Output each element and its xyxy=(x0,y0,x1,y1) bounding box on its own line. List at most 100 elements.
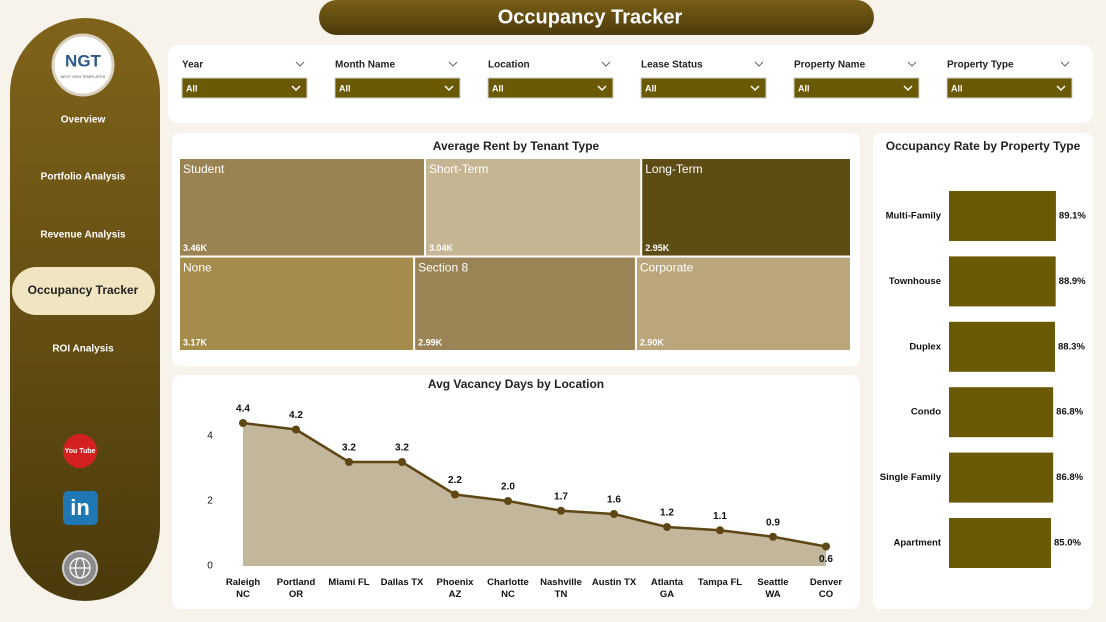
nav-active[interactable] xyxy=(12,267,155,315)
cell-value: 2.90K xyxy=(640,337,665,347)
y-tick-label: Duplex xyxy=(909,341,941,352)
cell-label: Section 8 xyxy=(418,261,468,275)
data-label: 4.2 xyxy=(289,410,303,421)
cell-label: Short-Term xyxy=(429,162,488,176)
bar xyxy=(949,191,1056,241)
linkedin-icon[interactable] xyxy=(63,491,98,525)
cell-value: 2.95K xyxy=(645,243,670,253)
line xyxy=(242,421,827,548)
dropdown[interactable] xyxy=(487,77,614,99)
y-tick-label: Multi-Family xyxy=(886,211,942,222)
x-tick-label: Miami FL xyxy=(328,577,370,588)
point xyxy=(239,419,247,427)
data-label: 0.6 xyxy=(819,554,833,565)
point xyxy=(345,458,353,466)
data-label: 1.1 xyxy=(713,511,727,522)
cell-value: 3.17K xyxy=(183,337,208,347)
treemap-cell xyxy=(415,257,635,350)
x-tick-label: Seattle WA xyxy=(757,577,789,600)
nav-item[interactable]: ROI Analysis xyxy=(52,344,114,355)
chevron xyxy=(597,85,607,92)
cell-label: Long-Term xyxy=(645,162,702,176)
bar xyxy=(949,256,1056,307)
point xyxy=(769,532,777,541)
data-label: 86.8% xyxy=(1056,407,1083,418)
filters: Year All Month Name All Location All Lease Sta… xyxy=(181,60,1073,99)
point xyxy=(451,490,459,499)
y-tick-label: 0 xyxy=(207,561,213,572)
treemap-cell xyxy=(180,159,425,256)
nav-item[interactable]: Overview xyxy=(61,115,106,126)
filter-panel xyxy=(168,45,1093,123)
filter-value: All xyxy=(492,83,504,93)
data-label: 0.9 xyxy=(766,517,780,528)
treemap-cell xyxy=(636,257,850,350)
dropdown[interactable] xyxy=(946,77,1073,99)
data-label: 1.6 xyxy=(607,495,621,506)
youtube-icon[interactable] xyxy=(63,434,97,468)
dropdown[interactable] xyxy=(181,77,308,99)
filter-value: All xyxy=(798,83,810,93)
chevron xyxy=(448,61,458,67)
logo-text: NGT xyxy=(65,51,102,70)
logo-caption: NEXT GEN TEMPLATES xyxy=(61,74,106,79)
nav-item[interactable]: Portfolio Analysis xyxy=(41,172,126,183)
y-tick-label: 4 xyxy=(207,431,213,442)
data-label: 1.2 xyxy=(660,508,674,519)
globe-lines xyxy=(69,557,91,579)
filter-label: Month Name xyxy=(335,60,395,71)
filter-value: All xyxy=(951,83,963,93)
data-label: 2.2 xyxy=(448,475,462,486)
bar xyxy=(949,387,1054,438)
cell-label: Student xyxy=(183,162,225,176)
x-tick-label: Portland OR xyxy=(276,577,316,600)
x-tick-label: Austin TX xyxy=(591,577,637,588)
filter-value: All xyxy=(186,83,198,93)
filter-label: Property Type xyxy=(947,60,1014,71)
dropdown[interactable] xyxy=(793,77,920,99)
point xyxy=(822,542,830,551)
dropdown[interactable] xyxy=(640,77,767,99)
treemap-cell xyxy=(642,159,850,256)
data-label: 85.0% xyxy=(1054,538,1081,549)
point xyxy=(292,425,300,434)
y-tick-label: 2 xyxy=(207,496,213,507)
x-tick-label: Atlanta GA xyxy=(650,577,684,600)
data-label: 2.0 xyxy=(501,482,515,493)
cell-label: None xyxy=(183,261,212,275)
y-tick-label: Townhouse xyxy=(889,276,941,287)
cell-value: 3.46K xyxy=(183,243,208,253)
filter-label: Location xyxy=(488,60,530,71)
point xyxy=(398,458,406,466)
nav-item[interactable]: Occupancy Tracker xyxy=(28,283,139,297)
chevron xyxy=(1056,85,1066,92)
x-tick-label: Nashville TN xyxy=(540,577,582,600)
treemap-cell xyxy=(426,159,641,256)
y-tick-label: Single Family xyxy=(880,472,942,483)
filter-label: Property Name xyxy=(794,60,866,71)
filter-value: All xyxy=(645,83,657,93)
chevron xyxy=(750,85,760,92)
bar xyxy=(949,518,1051,568)
filter-label: Year xyxy=(182,60,203,71)
chart-title: Avg Vacancy Days by Location xyxy=(428,377,604,391)
chevron xyxy=(295,61,305,67)
data-label: 4.4 xyxy=(236,404,250,415)
x-tick-label: Dallas TX xyxy=(380,577,424,588)
treemap-cell xyxy=(180,257,414,350)
nav-item[interactable]: Revenue Analysis xyxy=(40,230,126,241)
point xyxy=(663,523,671,531)
logo xyxy=(51,33,115,97)
x-tick-label: Raleigh NC xyxy=(225,577,261,600)
chart-title: Occupancy Rate by Property Type xyxy=(886,139,1081,153)
cell-label: Corporate xyxy=(640,261,694,275)
dropdown[interactable] xyxy=(334,77,461,99)
chevron xyxy=(1060,61,1070,67)
y-tick-label: Condo xyxy=(911,407,941,418)
page-title: Occupancy Tracker xyxy=(498,6,683,28)
filter-label: Lease Status xyxy=(641,60,703,71)
linkedin-text: in xyxy=(70,495,90,520)
bar xyxy=(949,321,1055,372)
